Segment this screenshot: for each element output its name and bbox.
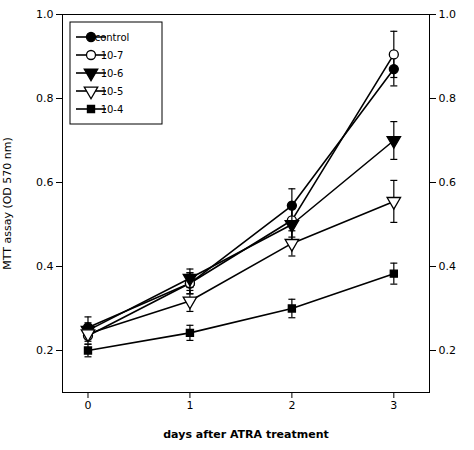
svg-text:10-4: 10-4 (101, 104, 124, 115)
svg-text:10-6: 10-6 (101, 68, 124, 79)
svg-text:0: 0 (84, 399, 91, 412)
svg-text:1: 1 (186, 399, 193, 412)
svg-text:1.0: 1.0 (439, 8, 457, 21)
svg-text:3: 3 (390, 399, 397, 412)
svg-text:1.0: 1.0 (36, 8, 54, 21)
svg-text:2: 2 (288, 399, 295, 412)
svg-text:0.2: 0.2 (36, 344, 54, 357)
svg-text:days after ATRA treatment: days after ATRA treatment (163, 428, 329, 441)
svg-text:10-7: 10-7 (101, 50, 124, 61)
svg-text:control: control (95, 32, 130, 43)
svg-text:0.6: 0.6 (36, 176, 54, 189)
svg-text:0.8: 0.8 (36, 92, 54, 105)
svg-text:0.4: 0.4 (36, 260, 54, 273)
svg-text:10-5: 10-5 (101, 86, 124, 97)
svg-text:0.4: 0.4 (439, 260, 457, 273)
svg-text:0.6: 0.6 (439, 176, 457, 189)
svg-text:0.2: 0.2 (439, 344, 457, 357)
svg-text:MTT assay (OD 570 nm): MTT assay (OD 570 nm) (1, 137, 14, 270)
svg-text:0.8: 0.8 (439, 92, 457, 105)
